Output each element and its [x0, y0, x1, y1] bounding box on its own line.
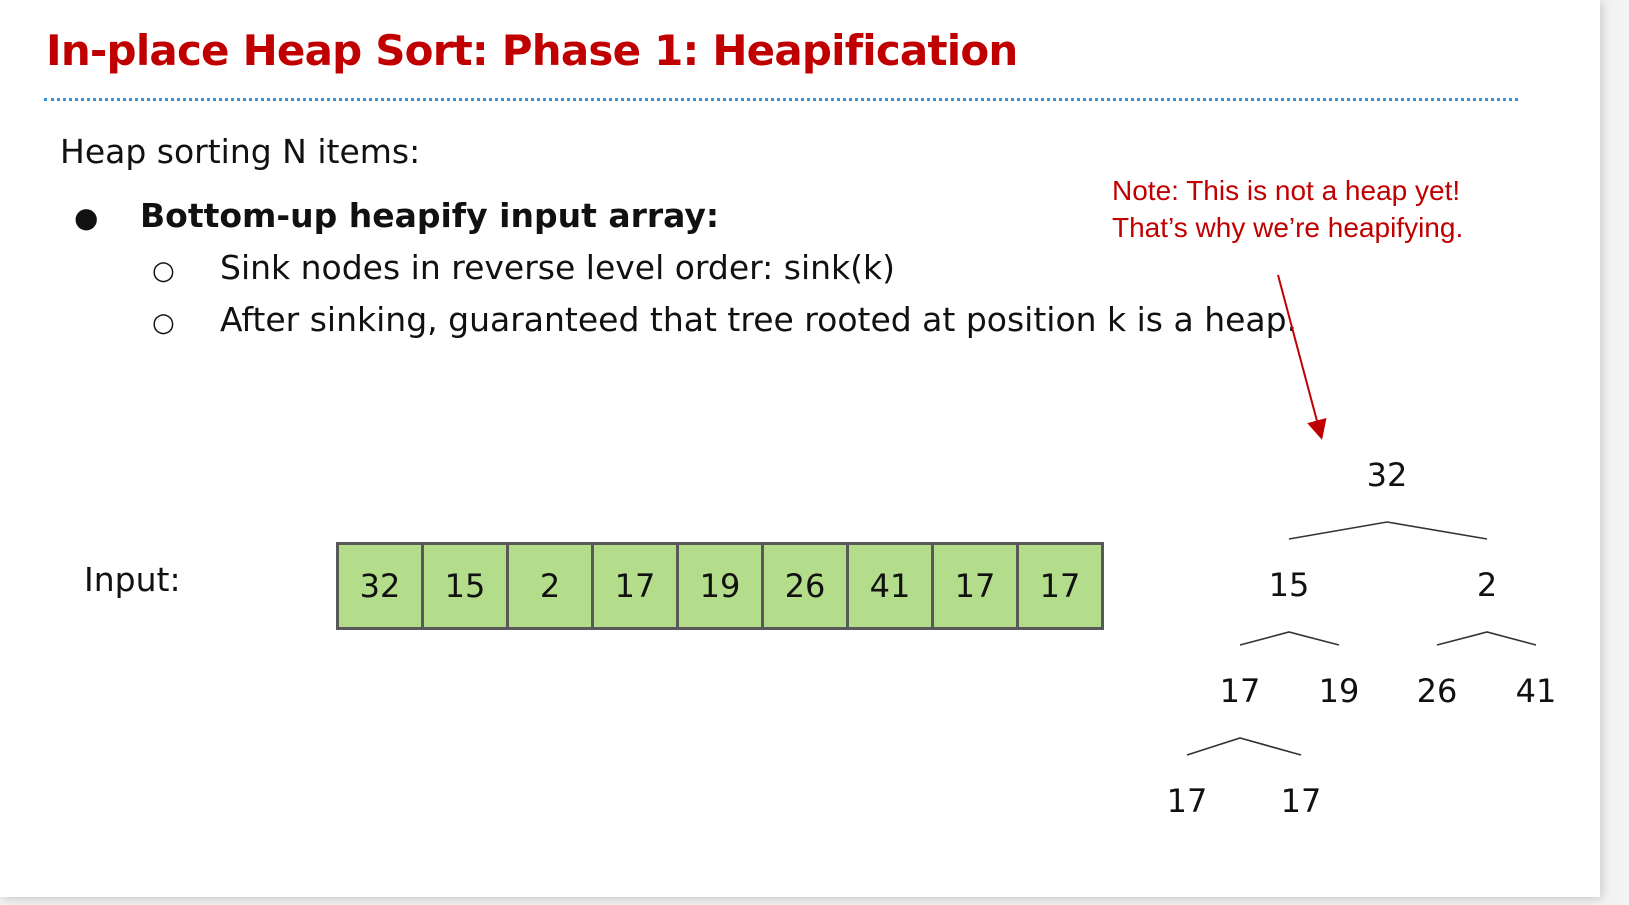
array-cell: 17	[594, 545, 676, 627]
bullet-bottom-up-heapify: ● Bottom-up heapify input array:	[74, 196, 719, 235]
hollow-bullet-icon: ○	[152, 308, 175, 338]
tree-node: 17	[1220, 672, 1261, 710]
tree-node: 41	[1516, 672, 1557, 710]
sub-bullet-after-sinking: ○ After sinking, guaranteed that tree roo…	[152, 300, 1297, 339]
hollow-bullet-icon: ○	[152, 256, 175, 286]
array-cell: 32	[339, 545, 421, 627]
note-line-2: That’s why we’re heapifying.	[1112, 212, 1464, 243]
array-cell: 17	[1019, 545, 1101, 627]
array-cell: 19	[679, 545, 761, 627]
tree-edge	[1239, 631, 1340, 646]
tree-edge	[1436, 631, 1537, 646]
array-cell: 17	[934, 545, 1016, 627]
tree-node: 15	[1269, 566, 1310, 604]
input-array: 32 15 2 17 19 26 41 17 17	[336, 542, 1104, 630]
sub-bullet-text: Sink nodes in reverse level order: sink(…	[220, 248, 896, 287]
input-label: Input:	[84, 560, 181, 599]
sub-bullet-sink-nodes: ○ Sink nodes in reverse level order: sink…	[152, 248, 895, 287]
title-divider	[44, 98, 1518, 101]
tree-edge	[1288, 521, 1488, 540]
array-cell: 15	[424, 545, 506, 627]
array-cell: 41	[849, 545, 931, 627]
slide: In-place Heap Sort: Phase 1: Heapificati…	[0, 0, 1600, 897]
sub-bullet-text: After sinking, guaranteed that tree root…	[220, 300, 1298, 339]
annotation-note: Note: This is not a heap yet! That’s why…	[1112, 172, 1463, 246]
note-line-1: Note: This is not a heap yet!	[1112, 175, 1461, 206]
tree-node: 17	[1167, 782, 1208, 820]
intro-text: Heap sorting N items:	[60, 132, 421, 171]
tree-node: 32	[1367, 456, 1408, 494]
array-cell: 2	[509, 545, 591, 627]
bullet-text: Bottom-up heapify input array:	[140, 196, 720, 235]
slide-title: In-place Heap Sort: Phase 1: Heapificati…	[46, 26, 1018, 75]
array-cell: 26	[764, 545, 846, 627]
tree-node: 19	[1319, 672, 1360, 710]
tree-node: 26	[1417, 672, 1458, 710]
tree-node: 2	[1477, 566, 1497, 604]
tree-node: 17	[1281, 782, 1322, 820]
bullet-dot-icon: ●	[74, 201, 99, 234]
tree-edge	[1186, 737, 1302, 756]
